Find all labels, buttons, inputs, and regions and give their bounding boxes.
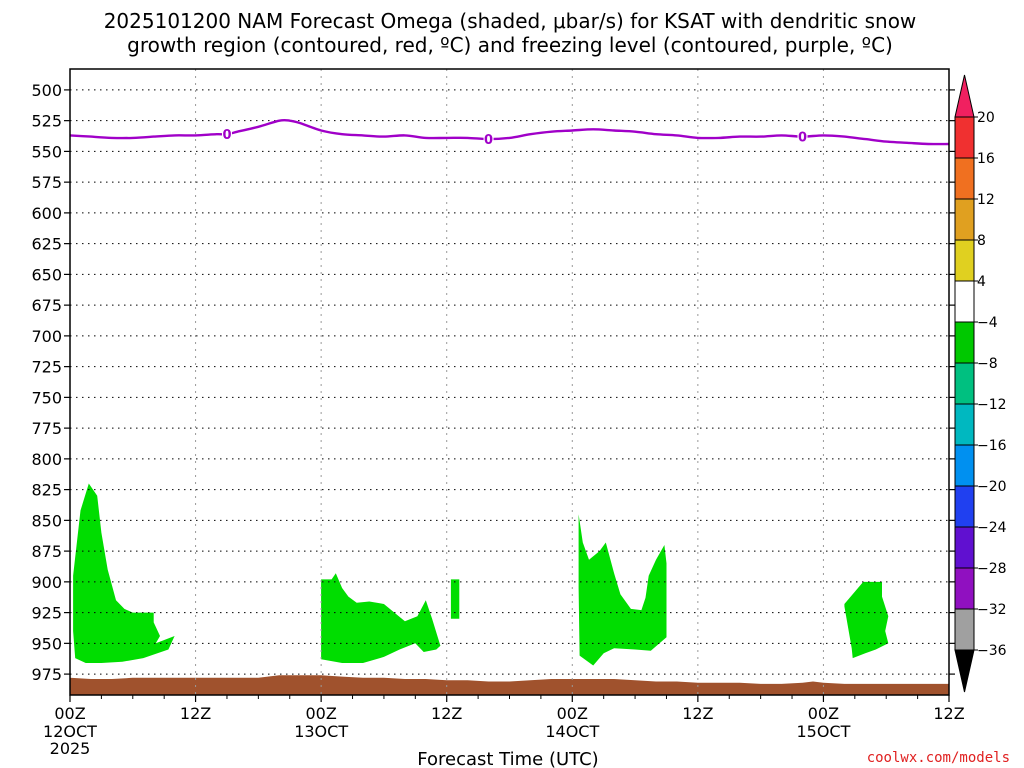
colorbar-label-2: 12: [977, 192, 995, 208]
x-tick-date-0: 12OCT: [43, 722, 97, 741]
colorbar-label-12: −32: [977, 602, 1007, 618]
y-tick-label-750: 750: [31, 388, 62, 407]
grid-layer: [70, 69, 949, 695]
credit-text: coolwx.com/models: [867, 750, 1010, 766]
colorbar-box-11: [954, 526, 975, 569]
x-axis-label: Forecast Time (UTC): [417, 749, 598, 768]
x-tick-label-0: 00Z: [54, 704, 85, 723]
plot-area-background: [70, 69, 949, 695]
y-tick-label-525: 525: [31, 112, 62, 131]
y-tick-label-725: 725: [31, 358, 62, 377]
y-tick-label-900: 900: [31, 573, 62, 592]
colorbar-bottom-triangle: [954, 649, 975, 693]
x-tick-date-2: 13OCT: [294, 722, 348, 741]
colorbar-label-4: 4: [977, 274, 986, 290]
y-tick-label-950: 950: [31, 634, 62, 653]
colorbar-box-8: [954, 403, 975, 446]
colorbar-top-triangle: [954, 74, 975, 118]
y-tick-label-825: 825: [31, 481, 62, 500]
colorbar-label-9: −20: [977, 479, 1007, 495]
terrain-layer: [70, 675, 949, 695]
colorbar-box-1: [954, 116, 975, 159]
x-tick-label-6: 00Z: [808, 704, 839, 723]
y-tick-label-700: 700: [31, 327, 62, 346]
y-tick-label-875: 875: [31, 542, 62, 561]
x-tick-label-2: 00Z: [305, 704, 336, 723]
omega-region-5: [844, 581, 889, 659]
y-tick-label-600: 600: [31, 204, 62, 223]
terrain-fill: [70, 675, 949, 695]
chart-title-line-1: 2025101200 NAM Forecast Omega (shaded, μ…: [104, 9, 917, 33]
colorbar-label-0: 20: [977, 110, 995, 126]
y-tick-label-925: 925: [31, 604, 62, 623]
colorbar-box-12: [954, 567, 975, 610]
freezing-level-label-1: 0: [484, 133, 493, 148]
colorbar-label-5: −4: [977, 315, 998, 331]
y-tick-label-500: 500: [31, 81, 62, 100]
colorbar-label-8: −16: [977, 438, 1007, 454]
omega-region-1: [73, 483, 175, 663]
omega-region-4: [578, 514, 667, 666]
colorbar-box-5: [954, 280, 975, 323]
colorbar-label-7: −12: [977, 397, 1007, 413]
x-tick-date-6: 15OCT: [796, 722, 850, 741]
x-tick-label-7: 12Z: [933, 704, 964, 723]
y-tick-label-975: 975: [31, 665, 62, 684]
x-tick-label-4: 00Z: [557, 704, 588, 723]
y-tick-label-625: 625: [31, 235, 62, 254]
colorbar-label-1: 16: [977, 151, 995, 167]
y-tick-label-850: 850: [31, 511, 62, 530]
omega-region-2: [321, 573, 441, 663]
colorbar-box-7: [954, 362, 975, 405]
y-tick-label-775: 775: [31, 419, 62, 438]
x-tick-year-0: 2025: [50, 739, 91, 758]
x-tick-label-3: 12Z: [431, 704, 462, 723]
omega-shading-layer: [73, 483, 889, 666]
colorbar-box-2: [954, 157, 975, 200]
colorbar-box-10: [954, 485, 975, 528]
omega-region-3: [450, 579, 460, 619]
freezing-level-label-2: 0: [798, 131, 807, 146]
y-tick-label-575: 575: [31, 173, 62, 192]
y-axis: 500 525 550 575 600 625 650 675 700 725 750 775 800 8…: [31, 81, 955, 684]
x-tick-label-1: 12Z: [180, 704, 211, 723]
y-tick-label-675: 675: [31, 296, 62, 315]
colorbar-box-3: [954, 198, 975, 241]
y-tick-label-650: 650: [31, 265, 62, 284]
colorbar-label-13: −36: [977, 643, 1007, 659]
colorbar-label-11: −28: [977, 561, 1007, 577]
freezing-label-bg-1: [483, 131, 494, 148]
colorbar-box-4: [954, 239, 975, 282]
x-tick-date-4: 14OCT: [545, 722, 599, 741]
freezing-level-label-0: 0: [222, 128, 231, 143]
freezing-label-bg-0: [221, 126, 232, 143]
colorbar: 20 16 12 8 4 −4 −8 −12 −16 −20 −24 −28 −32 −36: [954, 74, 1007, 693]
freezing-label-bg-2: [797, 128, 808, 145]
y-tick-label-800: 800: [31, 450, 62, 469]
chart-title-line-2: growth region (contoured, red, ºC) and f…: [127, 33, 893, 57]
colorbar-label-3: 8: [977, 233, 986, 249]
y-tick-label-550: 550: [31, 142, 62, 161]
colorbar-label-6: −8: [977, 356, 998, 372]
x-tick-label-5: 12Z: [682, 704, 713, 723]
colorbar-box-9: [954, 444, 975, 487]
colorbar-box-6: [954, 321, 975, 364]
freezing-level-layer: 0 0 0: [69, 118, 950, 148]
colorbar-label-10: −24: [977, 520, 1007, 536]
colorbar-box-13: [954, 608, 975, 651]
